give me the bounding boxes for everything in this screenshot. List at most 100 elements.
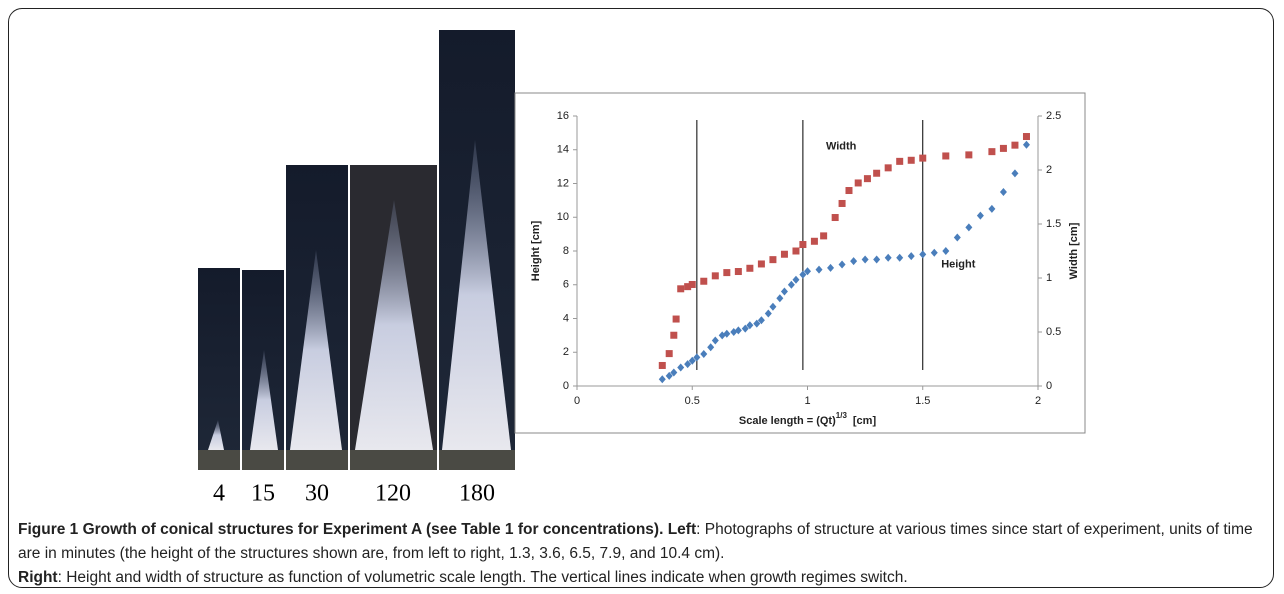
y2-tick-label: 2 <box>1046 164 1052 176</box>
height-point <box>658 375 666 384</box>
height-point <box>942 247 950 255</box>
x-tick-label: 0 <box>574 395 580 407</box>
x-tick-label: 0.5 <box>685 395 700 407</box>
y2-tick-label: 1 <box>1046 272 1052 284</box>
width-point <box>854 179 862 187</box>
width-point <box>734 268 742 276</box>
height-point <box>799 270 807 279</box>
photo-label: 15 <box>251 481 275 507</box>
photo-label: 4 <box>213 481 225 507</box>
y-tick-label: 4 <box>563 312 569 324</box>
height-point <box>670 368 678 377</box>
height-point <box>688 356 696 365</box>
height-point <box>700 349 708 358</box>
height-point <box>1022 140 1030 149</box>
height-point <box>723 329 731 338</box>
height-point <box>780 287 788 296</box>
width-point <box>1022 133 1030 141</box>
height-point <box>764 309 772 318</box>
height-point <box>1011 169 1019 178</box>
height-point <box>804 267 811 276</box>
width-point <box>810 237 818 245</box>
x-axis-label-unit: [cm] <box>853 415 877 427</box>
height-point <box>884 253 892 262</box>
width-point <box>820 232 828 240</box>
y2-tick-label: 0 <box>1046 380 1052 392</box>
y-axis-label: Height [cm] <box>530 220 542 281</box>
height-point <box>753 319 761 328</box>
y-tick-label: 6 <box>563 279 569 291</box>
width-point <box>672 315 680 323</box>
x-axis-label-sup: 1/3 <box>836 411 848 420</box>
y-tick-label: 10 <box>557 211 569 223</box>
height-point <box>976 211 984 220</box>
width-point <box>942 152 950 160</box>
width-point <box>845 187 853 195</box>
photo-label: 180 <box>459 481 495 507</box>
y2-axis-label: Width [cm] <box>1068 222 1080 279</box>
height-point <box>815 265 823 274</box>
caption: Figure 1 Growth of conical structures fo… <box>18 518 1268 590</box>
photo <box>198 268 240 470</box>
height-point <box>787 280 795 289</box>
photo-label: 120 <box>375 481 411 507</box>
height-point <box>873 255 881 264</box>
height-point <box>965 223 973 232</box>
caption-right-text: : Height and width of structure as funct… <box>57 569 908 586</box>
width-point <box>988 148 996 156</box>
width-point <box>711 272 719 280</box>
height-point <box>746 321 754 330</box>
y2-tick-label: 2.5 <box>1046 110 1061 122</box>
caption-title: Figure 1 Growth of conical structures fo… <box>18 521 664 538</box>
width-point <box>670 331 678 339</box>
x-tick-label: 1.5 <box>915 395 930 407</box>
y-tick-label: 8 <box>563 245 569 257</box>
x-axis-label: Scale length = (Qt)1/3 [cm] <box>739 411 877 427</box>
y-tick-label: 14 <box>557 144 569 156</box>
height-point <box>838 260 846 269</box>
caption-right-head: Right <box>18 569 58 586</box>
width-point <box>792 247 800 255</box>
height-point <box>769 302 777 311</box>
y-tick-label: 0 <box>563 380 569 392</box>
width-point <box>677 285 685 293</box>
width-point <box>999 144 1007 152</box>
width-point <box>838 199 846 207</box>
caption-left-head: Left <box>667 521 697 538</box>
height-point <box>741 324 749 333</box>
width-point <box>919 154 927 162</box>
photo-label: 30 <box>305 481 329 507</box>
height-point <box>861 255 869 264</box>
annotation: Width <box>826 140 857 152</box>
height-point <box>677 363 685 372</box>
figure-frame <box>8 8 1274 588</box>
height-point <box>757 316 765 325</box>
chart-border <box>514 92 1086 434</box>
width-point <box>688 280 696 288</box>
width-point <box>873 169 881 177</box>
chart: 0 0.5 1 1.5 2024681012141600.511.522.5Scale … <box>514 92 1086 434</box>
height-point <box>988 204 996 213</box>
photo <box>350 165 437 470</box>
height-point <box>919 250 927 259</box>
height-point <box>999 187 1007 196</box>
height-point <box>953 233 961 242</box>
photo <box>286 165 348 470</box>
height-point <box>665 371 673 380</box>
x-tick-label: 2 <box>1035 395 1041 407</box>
y2-tick-label: 1.5 <box>1046 218 1061 230</box>
height-point <box>930 248 938 257</box>
x-axis-label-text: Scale length = (Qt) <box>739 415 836 427</box>
width-point <box>965 151 973 159</box>
photo <box>439 30 515 470</box>
height-point <box>711 336 719 345</box>
width-point <box>757 260 765 268</box>
photo-strip: 4 15 30 120 180 <box>198 30 515 507</box>
annotation: Height <box>941 258 976 270</box>
height-point <box>734 326 742 335</box>
y-tick-label: 2 <box>563 346 569 358</box>
width-point <box>658 361 666 369</box>
width-point <box>1011 141 1019 149</box>
height-point <box>693 353 701 362</box>
